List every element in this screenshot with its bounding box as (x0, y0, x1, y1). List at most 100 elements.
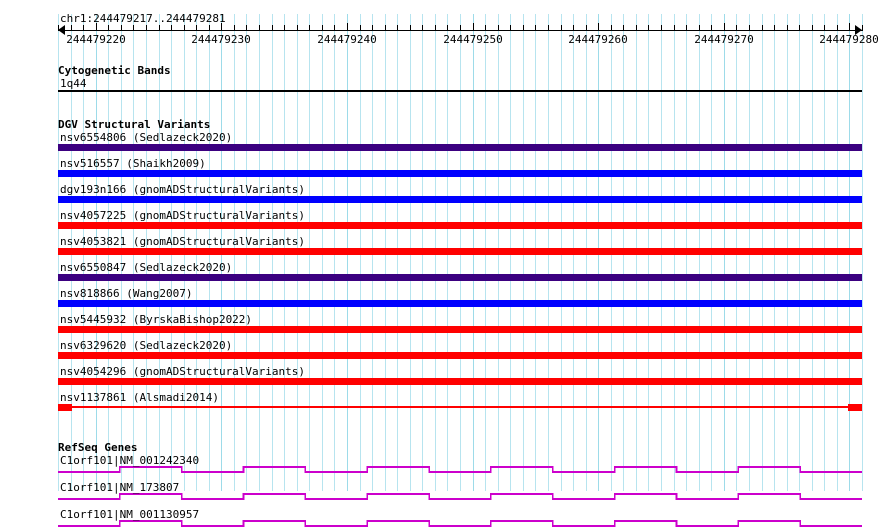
ruler-major-tick (347, 23, 348, 31)
ruler-minor-tick (535, 25, 536, 31)
ruler-minor-tick (523, 25, 524, 31)
ruler-minor-tick (699, 25, 700, 31)
ruler-tick-label: 244479240 (317, 33, 377, 46)
ruler-tick-label: 244479280 (819, 33, 879, 46)
ruler-minor-tick (548, 25, 549, 31)
ruler-minor-tick (824, 25, 825, 31)
ruler-minor-tick (272, 25, 273, 31)
ruler-minor-tick (71, 25, 72, 31)
ruler-minor-tick (812, 25, 813, 31)
ruler-minor-tick (799, 25, 800, 31)
ruler-minor-tick (485, 25, 486, 31)
ruler-minor-tick (611, 25, 612, 31)
track-row-label[interactable]: nsv516557 (Shaikh2009) (60, 157, 206, 170)
cytoband-bar[interactable] (58, 90, 862, 92)
ruler-minor-tick (636, 25, 637, 31)
ruler-right-arrow-icon (855, 25, 862, 35)
ruler-minor-tick (246, 25, 247, 31)
track-row-label[interactable]: nsv4057225 (gnomADStructuralVariants) (60, 209, 306, 222)
ruler-minor-tick (447, 25, 448, 31)
genome-browser-page: chr1:244479217..244479281 244479220 24447… (58, 12, 879, 527)
ruler-tick-label: 244479260 (568, 33, 628, 46)
ruler-minor-tick (749, 25, 750, 31)
variant-bar[interactable] (58, 352, 862, 359)
track-row-label[interactable]: nsv6554806 (Sedlazeck2020) (60, 131, 233, 144)
track-row-label[interactable]: nsv818866 (Wang2007) (60, 287, 193, 300)
variant-end-block[interactable] (848, 404, 862, 411)
ruler-minor-tick (309, 25, 310, 31)
track-row-label[interactable]: nsv6550847 (Sedlazeck2020) (60, 261, 233, 274)
locus-label: chr1:244479217..244479281 (60, 12, 226, 25)
track-row-label[interactable]: nsv4053821 (gnomADStructuralVariants) (60, 235, 306, 248)
track-section-title: RefSeq Genes (58, 441, 138, 454)
variant-bar[interactable] (58, 196, 862, 203)
ruler-minor-tick (674, 25, 675, 31)
ruler-tick-label: 244479250 (443, 33, 503, 46)
ruler-minor-tick (410, 25, 411, 31)
track-row-label[interactable]: 1q44 (60, 77, 87, 90)
track-row-label[interactable]: C1orf101|NM_001130957 (60, 508, 200, 521)
ruler-major-tick (598, 23, 599, 31)
ruler-minor-tick (586, 25, 587, 31)
ruler-minor-tick (862, 25, 863, 31)
ruler-minor-tick (510, 25, 511, 31)
ruler-minor-tick (686, 25, 687, 31)
ruler-minor-tick (184, 25, 185, 31)
ruler-minor-tick (435, 25, 436, 31)
ruler-minor-tick (385, 25, 386, 31)
gridline (862, 14, 863, 491)
variant-bar[interactable] (58, 170, 862, 177)
ruler-minor-tick (573, 25, 574, 31)
track-row-label[interactable]: dgv193n166 (gnomADStructuralVariants) (60, 183, 306, 196)
ruler-minor-tick (774, 25, 775, 31)
variant-start-block[interactable] (58, 404, 72, 411)
variant-bar[interactable] (58, 326, 862, 333)
track-row-label[interactable]: nsv4054296 (gnomADStructuralVariants) (60, 365, 306, 378)
variant-bar[interactable] (58, 300, 862, 307)
ruler-tick-label: 244479270 (694, 33, 754, 46)
ruler-major-tick (473, 23, 474, 31)
ruler-minor-tick (133, 25, 134, 31)
ruler-minor-tick (284, 25, 285, 31)
ruler-minor-tick (334, 25, 335, 31)
variant-bar[interactable] (58, 248, 862, 255)
ruler-minor-tick (787, 25, 788, 31)
ruler-minor-tick (121, 25, 122, 31)
ruler-minor-tick (711, 25, 712, 31)
variant-span-line[interactable] (58, 406, 862, 408)
track-row-label[interactable]: nsv6329620 (Sedlazeck2020) (60, 339, 233, 352)
ruler-minor-tick (661, 25, 662, 31)
ruler-minor-tick (397, 25, 398, 31)
variant-bar[interactable] (58, 378, 862, 385)
ruler-left-arrow-icon (58, 25, 65, 35)
ruler-minor-tick (460, 25, 461, 31)
ruler-minor-tick (422, 25, 423, 31)
ruler-minor-tick (648, 25, 649, 31)
ruler-minor-tick (498, 25, 499, 31)
ruler-minor-tick (196, 25, 197, 31)
ruler-minor-tick (561, 25, 562, 31)
ruler-minor-tick (209, 25, 210, 31)
track-row-label[interactable]: nsv5445932 (ByrskaBishop2022) (60, 313, 253, 326)
variant-bar[interactable] (58, 144, 862, 151)
ruler-minor-tick (360, 25, 361, 31)
ruler-minor-tick (623, 25, 624, 31)
ruler-minor-tick (171, 25, 172, 31)
track-row-label[interactable]: C1orf101|NM_173807 (60, 481, 180, 494)
variant-bar[interactable] (58, 274, 862, 281)
ruler-minor-tick (837, 25, 838, 31)
ruler-major-tick (724, 23, 725, 31)
ruler-minor-tick (372, 25, 373, 31)
ruler-tick-label: 244479220 (66, 33, 126, 46)
variant-bar[interactable] (58, 222, 862, 229)
ruler-minor-tick (234, 25, 235, 31)
ruler-minor-tick (83, 25, 84, 31)
ruler-minor-tick (297, 25, 298, 31)
track-row-label[interactable]: C1orf101|NM_001242340 (60, 454, 200, 467)
track-row-label[interactable]: nsv1137861 (Alsmadi2014) (60, 391, 219, 404)
ruler-minor-tick (159, 25, 160, 31)
ruler-minor-tick (322, 25, 323, 31)
ruler-minor-tick (736, 25, 737, 31)
ruler-minor-tick (58, 25, 59, 31)
ruler-minor-tick (762, 25, 763, 31)
